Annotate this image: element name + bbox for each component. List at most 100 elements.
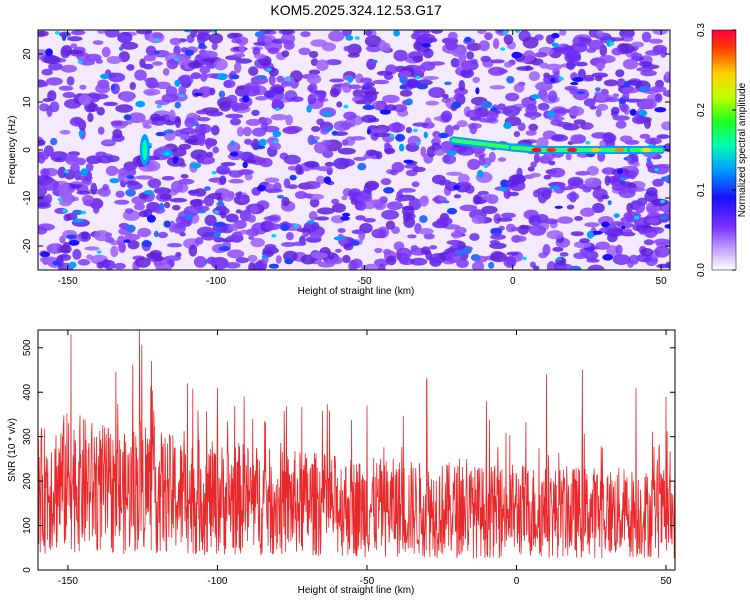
heatmap-cell xyxy=(387,122,406,133)
heatmap-cell xyxy=(48,62,63,71)
heatmap-cell xyxy=(642,98,657,110)
heatmap-cell xyxy=(469,123,478,135)
heatmap-cell xyxy=(591,72,608,78)
heatmap-cell xyxy=(489,242,507,249)
heatmap-cell xyxy=(281,196,290,207)
heatmap-cell xyxy=(612,115,630,121)
heatmap-cell xyxy=(566,192,580,201)
heatmap-cell xyxy=(266,67,272,72)
heatmap-cell xyxy=(247,254,258,263)
heatmap-cell xyxy=(189,199,203,208)
heatmap-cell xyxy=(399,70,412,78)
heatmap-cell xyxy=(41,179,60,191)
heatmap-cell xyxy=(348,84,362,90)
heatmap-cell xyxy=(374,247,383,254)
heatmap-cell xyxy=(403,159,414,164)
heatmap-cell xyxy=(206,110,224,117)
heatmap-cell xyxy=(225,213,239,223)
heatmap-cell xyxy=(503,34,514,45)
heatmap-cell xyxy=(254,75,267,79)
heatmap-cell xyxy=(198,87,211,98)
heatmap-cell xyxy=(550,77,556,83)
heatmap-cell xyxy=(373,132,391,138)
heatmap-cell xyxy=(277,195,284,199)
heatmap-cell xyxy=(556,257,563,261)
heatmap-cell xyxy=(235,257,249,264)
heatmap-cell xyxy=(632,115,647,125)
signal-hotspot xyxy=(546,147,557,153)
heatmap-cell xyxy=(309,197,320,208)
colorbar-tick-label: 0.1 xyxy=(696,183,707,197)
heatmap-cell xyxy=(168,109,176,122)
heatmap-cell xyxy=(551,32,560,39)
heatmap-cell xyxy=(611,184,627,192)
heatmap-cell xyxy=(257,184,267,192)
heatmap-cell xyxy=(499,187,507,192)
signal-hotspot xyxy=(531,147,542,153)
heatmap-cell xyxy=(641,31,652,43)
heatmap-cell xyxy=(59,235,66,244)
heatmap-cell xyxy=(223,79,236,89)
heatmap-cell xyxy=(39,256,57,264)
heatmap-cell xyxy=(395,247,412,260)
heatmap-cell xyxy=(643,239,655,246)
heatmap-cell xyxy=(293,224,299,228)
heatmap-cell xyxy=(66,76,75,86)
heatmap-cell xyxy=(452,124,460,131)
heatmap-cell xyxy=(153,50,160,55)
heatmap-cell xyxy=(442,200,450,204)
heatmap-cell xyxy=(496,217,513,222)
heatmap-cell xyxy=(196,109,210,115)
heatmap-cell xyxy=(383,248,392,256)
heatmap-cell xyxy=(475,87,480,95)
heatmap-cell xyxy=(553,71,560,76)
heatmap-cell xyxy=(96,106,105,116)
heatmap-cell xyxy=(584,177,602,188)
heatmap-cell xyxy=(312,90,326,95)
heatmap-cell xyxy=(379,196,388,204)
heatmap-cell xyxy=(381,209,399,220)
heatmap-cell xyxy=(580,207,595,217)
heatmap-cell xyxy=(239,195,249,202)
heatmap-cell xyxy=(231,100,240,112)
heatmap-cell xyxy=(469,233,480,241)
heatmap-cell xyxy=(197,33,206,45)
heatmap-cell xyxy=(79,84,87,90)
heatmap-cell xyxy=(531,229,545,236)
heatmap-cell xyxy=(214,222,227,227)
heatmap-cell xyxy=(615,244,623,256)
heatmap-cell xyxy=(169,37,182,46)
heatmap-cell xyxy=(442,93,449,99)
x-tick-label: 0 xyxy=(514,576,520,587)
heatmap-cell xyxy=(62,208,67,213)
heatmap-cell xyxy=(155,131,166,137)
heatmap-cell xyxy=(219,101,232,112)
heatmap-cell xyxy=(85,162,94,172)
heatmap-cell xyxy=(467,158,481,170)
heatmap-cell xyxy=(41,68,53,76)
heatmap-cell xyxy=(184,138,198,144)
heatmap-cell xyxy=(472,194,481,205)
heatmap-cell xyxy=(353,156,367,161)
heatmap-cell xyxy=(136,200,144,210)
heatmap-cell xyxy=(582,185,592,193)
heatmap-cell xyxy=(547,90,558,103)
heatmap-cell xyxy=(570,231,584,237)
heatmap-cell xyxy=(458,80,466,92)
heatmap-cell xyxy=(634,215,640,220)
heatmap-cell xyxy=(664,71,670,79)
heatmap-cell xyxy=(616,222,635,229)
heatmap-cell xyxy=(522,36,539,49)
heatmap-cell xyxy=(199,65,211,74)
heatmap-cell xyxy=(274,107,280,112)
heatmap-cell xyxy=(401,206,415,211)
heatmap-cell xyxy=(366,128,371,135)
heatmap-cell xyxy=(321,42,336,52)
heatmap-cell xyxy=(248,262,256,270)
heatmap-cell xyxy=(380,178,392,186)
x-tick-label: -50 xyxy=(357,276,372,287)
heatmap-cell xyxy=(357,201,367,211)
heatmap-cell xyxy=(655,93,663,103)
heatmap-cell xyxy=(618,98,626,105)
heatmap-cell xyxy=(38,226,48,235)
